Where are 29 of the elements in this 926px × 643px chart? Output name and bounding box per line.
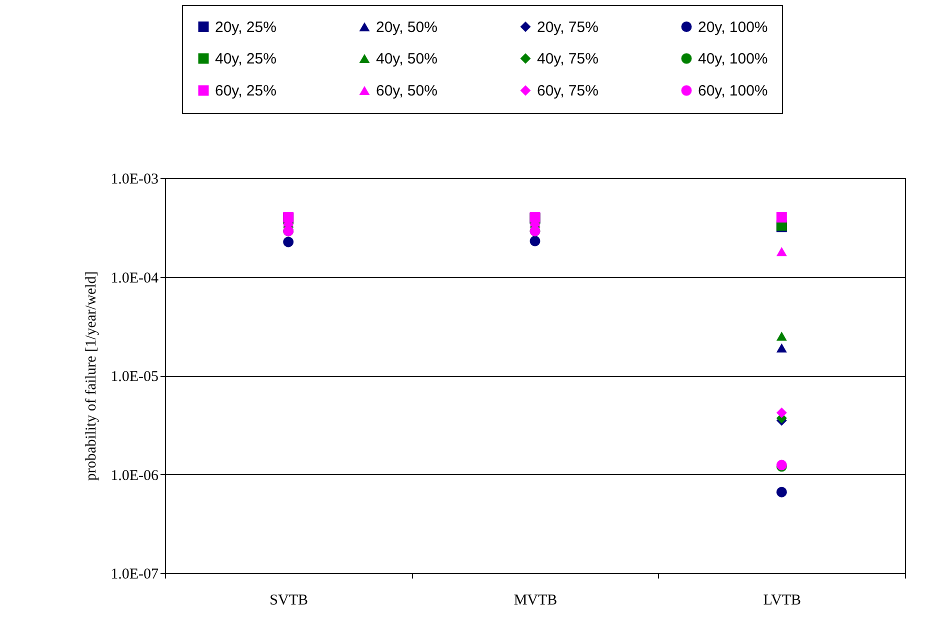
y-tick-label: 1.0E-04 — [110, 270, 159, 286]
y-tick-label: 1.0E-06 — [110, 468, 159, 484]
legend-label: 20y, 75% — [537, 18, 598, 36]
legend-label: 20y, 25% — [215, 18, 276, 36]
legend-label: 60y, 25% — [215, 82, 276, 100]
point — [776, 212, 787, 223]
legend-label: 60y, 50% — [376, 82, 438, 100]
x-tick-label: MVTB — [514, 592, 558, 608]
y-axis-title: probability of failure [1/year/weld] — [84, 271, 100, 481]
point — [776, 343, 787, 353]
y-tick-label: 1.0E-05 — [110, 369, 158, 385]
legend-label: 20y, 50% — [376, 18, 438, 36]
legend-label: 60y, 75% — [537, 82, 598, 100]
point — [776, 247, 787, 256]
legend-label: 20y, 100% — [698, 18, 768, 36]
legend-label: 40y, 25% — [215, 50, 276, 68]
legend-label: 40y, 100% — [698, 50, 768, 68]
point — [283, 236, 294, 248]
legend-label: 40y, 75% — [537, 50, 598, 68]
x-tick-label: LVTB — [763, 592, 802, 608]
x-tick-label: SVTB — [270, 592, 308, 608]
y-tick-label: 1.0E-07 — [110, 566, 159, 582]
legend-label: 40y, 50% — [376, 50, 438, 68]
y-tick-label: 1.0E-03 — [110, 172, 158, 188]
point — [530, 236, 540, 246]
legend-label: 60y, 100% — [698, 82, 768, 100]
point — [776, 407, 787, 418]
point — [776, 332, 787, 341]
point — [776, 486, 787, 498]
